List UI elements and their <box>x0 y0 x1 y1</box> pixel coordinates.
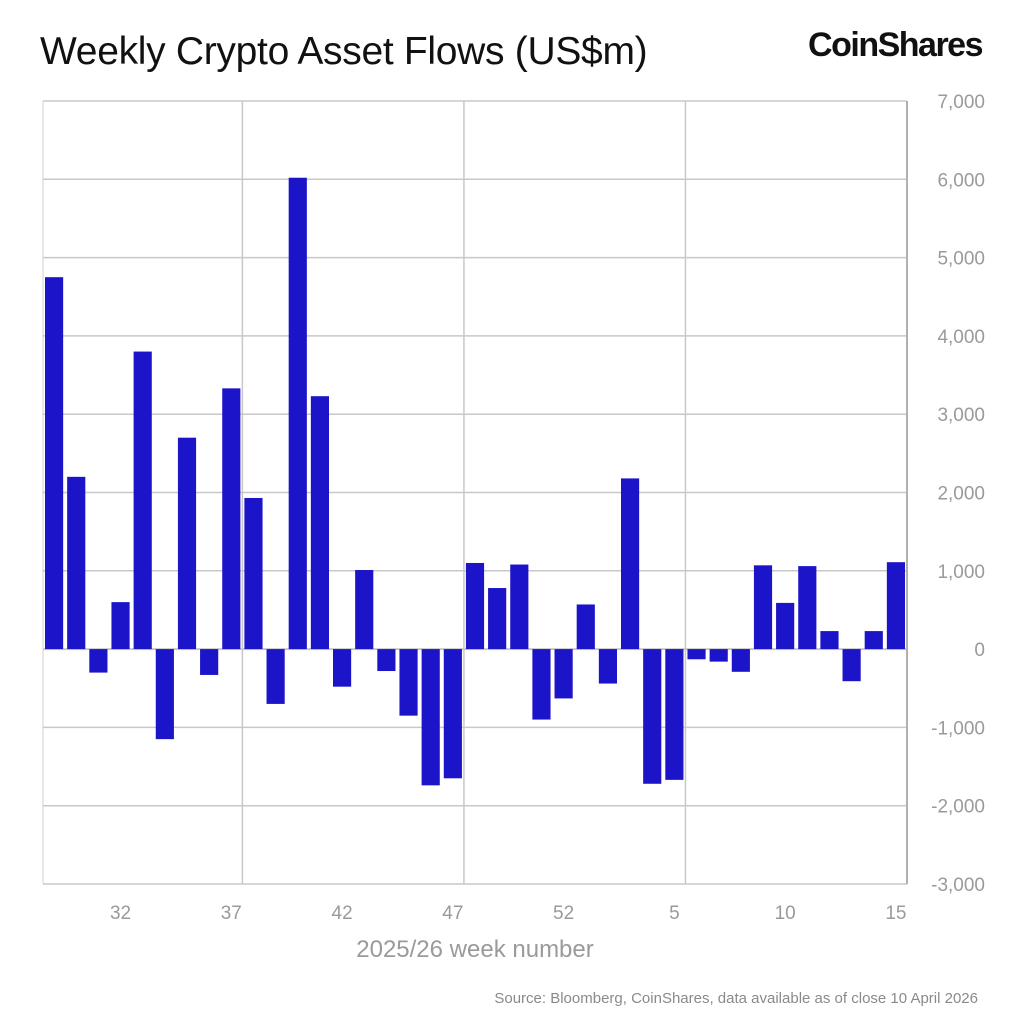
axes: 7,000 6,000 5,000 4,000 3,000 2,000 1,000 0 -1,0… <box>110 92 985 924</box>
bar-week-10 <box>776 602 795 650</box>
bar-week-39 <box>266 649 285 704</box>
bar-week-14 <box>864 631 883 650</box>
y-tick-label: 6,000 <box>937 170 985 191</box>
bar-week-30 <box>67 476 86 650</box>
x-tick-label: 15 <box>885 903 906 924</box>
bar-week-37 <box>222 388 241 650</box>
y-tick-label: -2,000 <box>931 797 985 818</box>
source-note: Source: Bloomberg, CoinShares, data avai… <box>494 990 978 1007</box>
bar-week-1 <box>576 604 595 650</box>
bar-week-3 <box>620 478 640 650</box>
bar-week-49 <box>488 588 507 650</box>
bar-week-2 <box>598 649 618 684</box>
y-tick-label: 2,000 <box>937 484 985 505</box>
bar-week-7 <box>709 649 728 662</box>
y-tick-label: -3,000 <box>931 875 985 896</box>
bar-week-34 <box>155 649 174 740</box>
bar-week-29 <box>44 277 64 650</box>
bar-week-43 <box>355 570 374 650</box>
bar-week-12 <box>820 631 839 650</box>
bar-week-36 <box>200 649 219 675</box>
y-tick-label: 7,000 <box>937 92 985 113</box>
x-tick-label: 42 <box>332 903 353 924</box>
y-tick-label: 5,000 <box>937 249 985 270</box>
bar-week-15 <box>886 562 906 650</box>
x-tick-label: 10 <box>775 903 796 924</box>
bar-week-50 <box>510 564 529 650</box>
x-tick-label: 52 <box>553 903 574 924</box>
y-tick-label: -1,000 <box>931 718 985 739</box>
y-tick-label: 3,000 <box>937 405 985 426</box>
bar-week-13 <box>842 649 861 682</box>
grid <box>42 100 907 885</box>
bar-week-32 <box>111 602 130 650</box>
chart-title: Weekly Crypto Asset Flows (US$m) <box>40 30 648 73</box>
y-tick-label: 4,000 <box>937 327 985 348</box>
bar-week-45 <box>399 649 418 716</box>
bar-week-31 <box>89 649 108 673</box>
bar-week-46 <box>421 649 440 786</box>
bar-week-42 <box>332 649 352 687</box>
y-tick-label: 0 <box>974 640 985 661</box>
coinshares-logo: CoinShares <box>808 26 983 64</box>
bar-week-40 <box>288 177 307 650</box>
x-tick-label: 5 <box>669 903 680 924</box>
bar-week-38 <box>244 497 263 650</box>
bar-week-47 <box>443 649 462 779</box>
bar-week-6 <box>687 649 706 660</box>
bar-week-35 <box>177 437 197 650</box>
bar-week-44 <box>377 649 396 672</box>
bar-week-52 <box>554 649 573 699</box>
bar-week-51 <box>532 649 551 720</box>
x-tick-label: 37 <box>221 903 242 924</box>
bar-week-8 <box>731 649 750 672</box>
bar-week-9 <box>753 565 773 650</box>
bar-week-41 <box>310 396 330 650</box>
x-tick-label: 47 <box>442 903 463 924</box>
x-tick-label: 32 <box>110 903 131 924</box>
bar-week-4 <box>643 649 662 784</box>
bar-week-33 <box>133 351 152 650</box>
bar-week-48 <box>465 562 485 650</box>
bar-chart: 7,000 6,000 5,000 4,000 3,000 2,000 1,000 0 -1,0… <box>42 92 985 963</box>
y-tick-label: 1,000 <box>937 562 985 583</box>
bar-week-11 <box>798 566 817 650</box>
x-axis-title: 2025/26 week number <box>356 936 594 963</box>
bar-week-5 <box>665 649 684 780</box>
bars <box>44 177 906 786</box>
